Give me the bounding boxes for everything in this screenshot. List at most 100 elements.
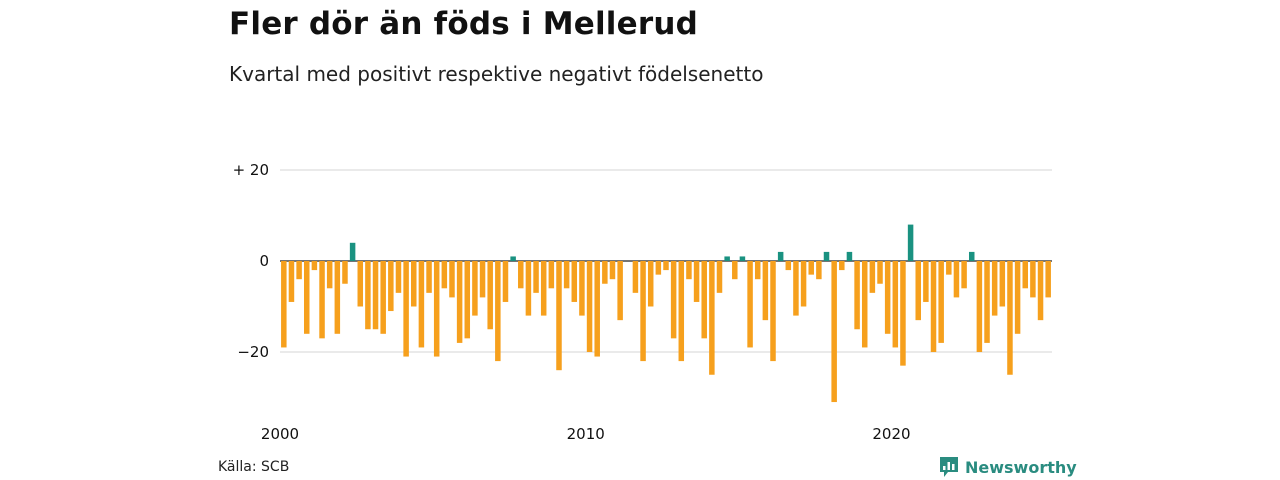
y-tick-label: 0 [259,252,269,270]
bar [441,261,448,289]
brand-logo: Newsworthy [939,456,1077,478]
bar [426,261,432,293]
bar [365,261,371,330]
bar [403,261,409,357]
bar [1037,261,1044,321]
bar [502,261,509,302]
bar [548,261,555,289]
bar [716,261,723,293]
x-tick-label: 2010 [567,425,605,443]
bar [961,261,967,289]
bar [991,261,998,316]
bar [831,261,837,403]
x-tick-label: 2020 [872,425,910,443]
bar [556,261,562,371]
bar [479,261,486,298]
bar [968,251,975,261]
bar [418,261,425,348]
y-tick-label: + 20 [233,161,269,179]
bar [732,261,738,280]
bar [724,256,730,261]
bar [281,261,287,348]
bar [923,261,929,302]
bar [938,261,944,343]
bar [693,261,700,302]
bar [701,261,707,339]
bar [571,261,578,302]
bar [617,261,623,321]
bar [976,261,983,352]
bar [839,261,845,271]
bar [495,261,501,362]
bar [388,261,394,312]
bar [670,261,677,339]
bar [900,261,906,366]
bar [999,261,1006,307]
bar [464,261,471,339]
bar [510,256,516,261]
bar [540,261,547,316]
bar [846,251,853,261]
bar [686,261,692,280]
bar [800,261,807,307]
bar [823,251,830,261]
newsworthy-logo-icon [940,457,958,477]
bar [304,261,310,334]
bar [884,261,891,334]
bar [288,261,295,302]
bar [892,261,899,348]
bar [334,261,341,334]
bar [1007,261,1013,375]
bar [647,261,654,307]
bar [380,261,386,334]
bar [816,261,822,280]
bar [594,261,600,357]
bar [946,261,952,275]
bar [449,261,455,298]
bar [1045,261,1051,298]
bar [1030,261,1036,298]
bar [472,261,478,316]
chart-subtitle: Kvartal med positivt respektive negativt… [229,62,764,86]
bar [869,261,876,293]
bar [754,261,761,280]
bar [326,261,333,289]
bar [655,261,662,275]
bar [411,261,417,307]
bar [678,261,685,362]
bar [953,261,960,298]
x-tick-label: 2000 [261,425,299,443]
bar [342,261,348,284]
bar [915,261,921,321]
bar [632,261,639,293]
bar [709,261,715,375]
bars [281,224,1051,403]
bar [907,224,914,261]
bar [609,261,616,280]
bar [319,261,325,339]
bar [525,261,532,316]
bar [433,261,440,357]
bar [793,261,799,316]
bar [372,261,379,330]
bar [487,261,493,330]
bar [518,261,524,289]
bar [739,256,746,261]
axis-labels: + 20 0 −20 2000 2010 2020 [233,161,911,443]
bar [456,261,463,343]
bar [930,261,937,352]
source-note: Källa: SCB [218,459,290,475]
bar [777,251,784,261]
bar [311,261,318,271]
bar [563,261,570,289]
bar [1022,261,1028,289]
bar [602,261,608,284]
bar [663,261,669,271]
bar [747,261,753,348]
bar [349,242,356,261]
bar [861,261,868,348]
brand-name: Newsworthy [965,457,1077,477]
bar [1014,261,1021,334]
bar [357,261,364,307]
